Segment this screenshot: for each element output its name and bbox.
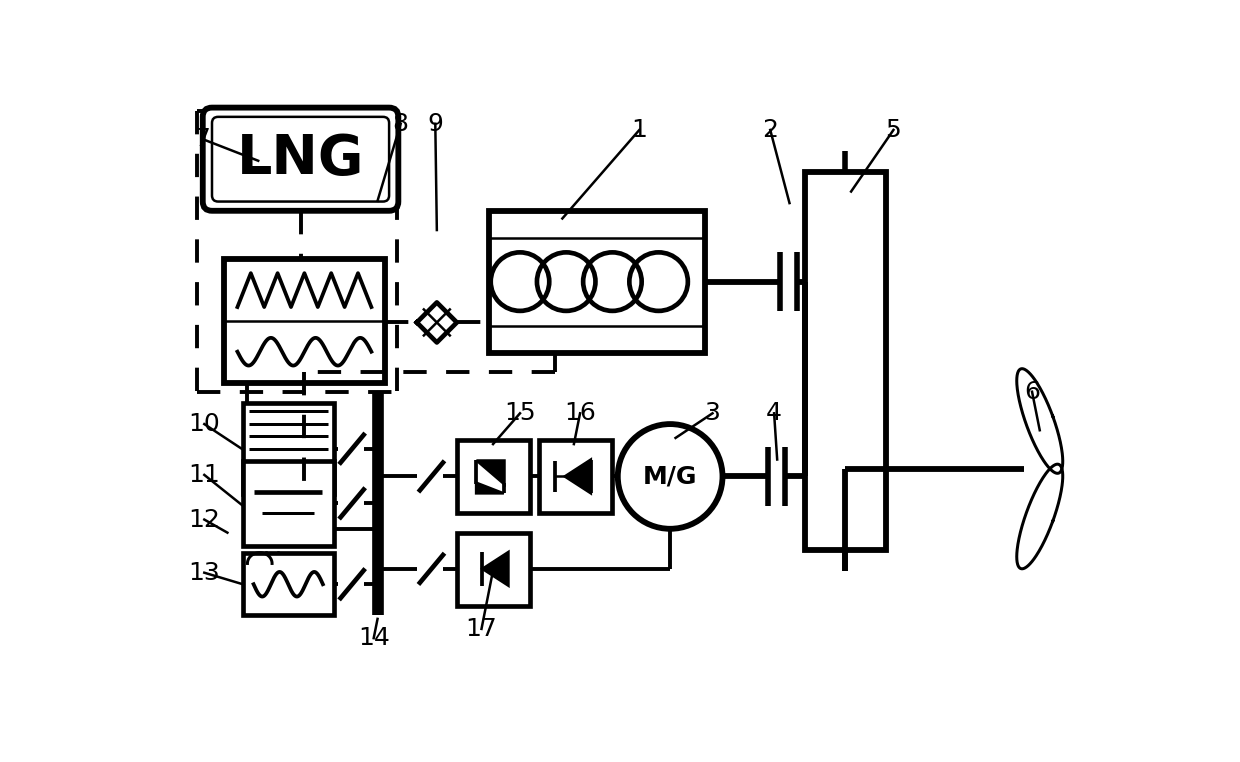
Text: 10: 10 bbox=[188, 412, 221, 436]
Text: 7: 7 bbox=[195, 127, 211, 151]
Text: M/G: M/G bbox=[642, 465, 697, 488]
Text: 4: 4 bbox=[766, 402, 782, 425]
Text: 1: 1 bbox=[631, 118, 647, 142]
Text: 12: 12 bbox=[188, 507, 221, 532]
Bar bbox=[539, 440, 613, 514]
Bar bbox=[456, 533, 529, 606]
Polygon shape bbox=[476, 482, 503, 493]
Polygon shape bbox=[417, 303, 456, 342]
Polygon shape bbox=[476, 459, 503, 484]
FancyBboxPatch shape bbox=[203, 107, 398, 211]
Text: 14: 14 bbox=[358, 626, 389, 650]
Text: 15: 15 bbox=[505, 402, 536, 425]
Text: 6: 6 bbox=[1024, 379, 1040, 404]
Polygon shape bbox=[482, 552, 508, 586]
Text: 11: 11 bbox=[188, 463, 221, 487]
Text: 3: 3 bbox=[704, 402, 720, 425]
Text: 5: 5 bbox=[885, 118, 901, 142]
Text: 13: 13 bbox=[188, 561, 221, 584]
Bar bbox=[490, 211, 704, 354]
Bar bbox=[223, 259, 386, 383]
Text: 17: 17 bbox=[466, 617, 497, 641]
Text: 9: 9 bbox=[428, 112, 443, 136]
Bar bbox=[456, 440, 529, 514]
Bar bbox=[243, 553, 334, 615]
Bar bbox=[243, 403, 334, 494]
FancyBboxPatch shape bbox=[212, 117, 389, 202]
Text: 8: 8 bbox=[393, 112, 409, 136]
Text: 2: 2 bbox=[763, 118, 779, 142]
Text: 16: 16 bbox=[564, 402, 596, 425]
Bar bbox=[805, 172, 885, 549]
Text: LNG: LNG bbox=[237, 132, 365, 186]
Bar bbox=[243, 461, 334, 546]
Polygon shape bbox=[564, 459, 590, 493]
